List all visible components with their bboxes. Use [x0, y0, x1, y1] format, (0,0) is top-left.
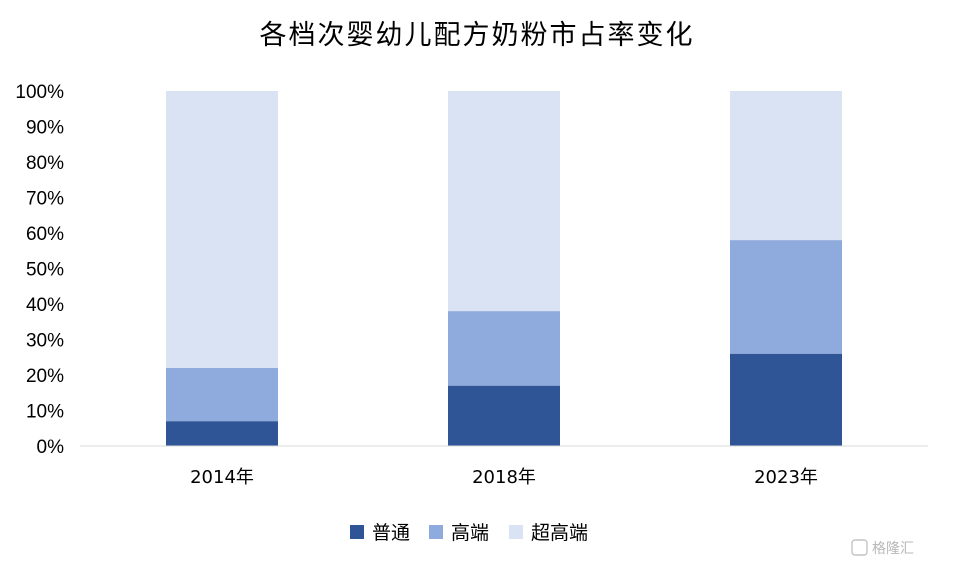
y-tick-label: 40% [26, 295, 64, 316]
y-tick-label: 0% [37, 437, 65, 458]
bar-segment [730, 91, 842, 241]
bar-segment [730, 353, 842, 446]
x-axis-labels: 2014年 2018年 2023年 [190, 467, 818, 488]
legend-label: 高端 [451, 522, 489, 544]
bar-segment [448, 311, 560, 386]
watermark: 格隆汇 [851, 539, 914, 557]
watermark-logo-icon [851, 539, 868, 556]
bar-segment [166, 91, 278, 368]
legend-label: 普通 [372, 522, 410, 544]
bar-segment [166, 421, 278, 446]
legend: 普通 高端 超高端 [350, 522, 588, 544]
legend-swatch [350, 525, 364, 539]
x-tick-label: 2014年 [190, 467, 254, 488]
bar-segment [166, 367, 278, 422]
y-axis-ticks: 0% 10% 20% 30% 40% 50% 60% 70% 80% 90% 100% [15, 82, 64, 458]
y-tick-label: 70% [26, 189, 64, 210]
y-tick-label: 90% [26, 118, 64, 139]
y-tick-label: 10% [26, 402, 64, 423]
y-tick-label: 80% [26, 153, 64, 174]
legend-swatch [429, 525, 443, 539]
bar-segment [448, 91, 560, 312]
watermark-text: 格隆汇 [872, 541, 914, 557]
bar-segment [730, 240, 842, 354]
bars [166, 91, 842, 446]
y-tick-label: 50% [26, 260, 64, 281]
y-tick-label: 30% [26, 331, 64, 352]
y-tick-label: 20% [26, 366, 64, 387]
x-tick-label: 2018年 [472, 467, 536, 488]
y-tick-label: 100% [15, 82, 64, 103]
chart-title: 各档次婴幼儿配方奶粉市占率变化 [260, 20, 695, 51]
bar-segment [448, 385, 560, 446]
x-tick-label: 2023年 [754, 467, 818, 488]
legend-label: 超高端 [531, 522, 588, 544]
y-tick-label: 60% [26, 224, 64, 245]
legend-swatch [509, 525, 523, 539]
